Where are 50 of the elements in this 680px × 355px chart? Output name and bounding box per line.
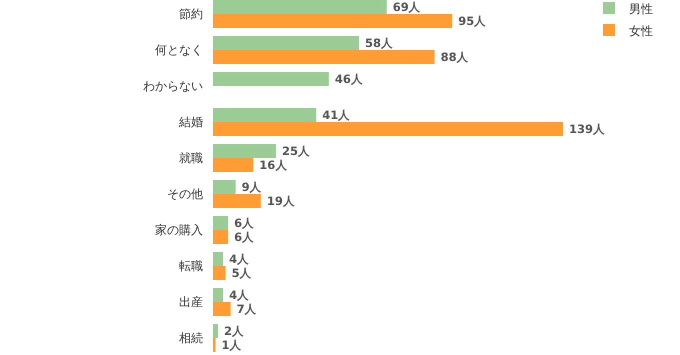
bar [213,72,329,86]
data-label: 139人 [569,122,606,136]
y-tick-label: 転職 [179,259,203,273]
data-label: 46人 [334,72,364,86]
data-label: 19人 [266,194,296,208]
data-label: 4人 [229,288,250,302]
data-label: 7人 [236,302,258,316]
y-tick-label: その他 [167,187,203,201]
bar [213,144,276,158]
legend-label: 女性 [629,24,653,38]
data-label: 58人 [365,36,394,50]
data-label: 16人 [259,158,288,172]
bar [213,266,226,280]
bar [213,158,254,172]
data-label: 5人 [232,266,253,280]
bar [213,302,231,316]
y-tick-label: 何となく [155,43,203,57]
bar [213,216,228,230]
y-tick-label: 家の購入 [155,223,203,237]
bar [213,288,224,302]
bar [213,252,224,266]
bar [213,14,452,28]
y-tick-label: 就職 [179,151,203,165]
data-label: 4人 [229,252,250,266]
y-tick-label: わからない [143,79,203,93]
bar [213,194,261,208]
data-label: 6人 [234,230,256,244]
bar [213,180,236,194]
data-label: 2人 [224,324,246,338]
data-label: 9人 [242,180,263,194]
bar [213,230,228,244]
bar [213,50,435,64]
bar [213,108,316,122]
bar [213,0,387,14]
y-tick-label: 出産 [179,295,203,309]
legend-label: 男性 [629,2,653,16]
bar [213,122,563,136]
data-label: 25人 [282,144,311,158]
bar [213,338,216,352]
data-label: 41人 [322,108,352,122]
data-label: 88人 [440,50,470,64]
y-tick-label: 相続 [179,331,203,345]
y-tick-label: 結婚 [178,115,203,129]
bar [213,36,360,50]
y-tick-label: 節約 [179,7,203,21]
data-label: 1人 [222,338,243,352]
data-label: 6人 [234,216,256,230]
data-label: 69人 [392,0,422,14]
bar [213,324,218,338]
data-label: 95人 [458,14,488,28]
